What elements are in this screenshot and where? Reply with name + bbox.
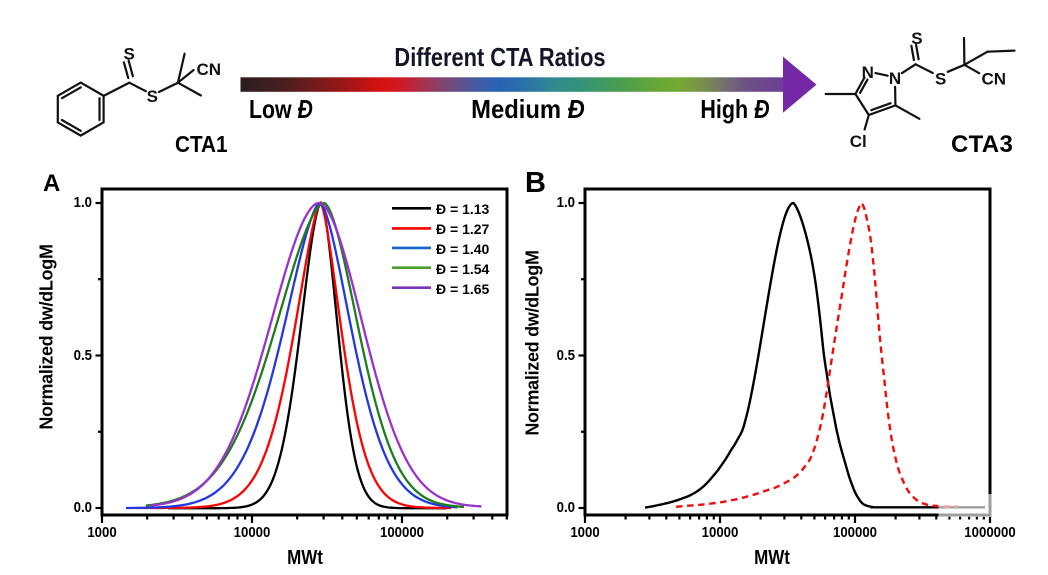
- svg-text:S: S: [911, 29, 922, 48]
- svg-text:CN: CN: [197, 60, 222, 79]
- svg-text:N: N: [862, 63, 874, 82]
- svg-text:Cl: Cl: [850, 132, 867, 151]
- svg-text:S: S: [124, 45, 135, 64]
- svg-text:S: S: [147, 87, 158, 106]
- svg-text:S: S: [935, 70, 946, 89]
- svg-text:CN: CN: [982, 69, 1007, 88]
- svg-text:N: N: [889, 69, 901, 88]
